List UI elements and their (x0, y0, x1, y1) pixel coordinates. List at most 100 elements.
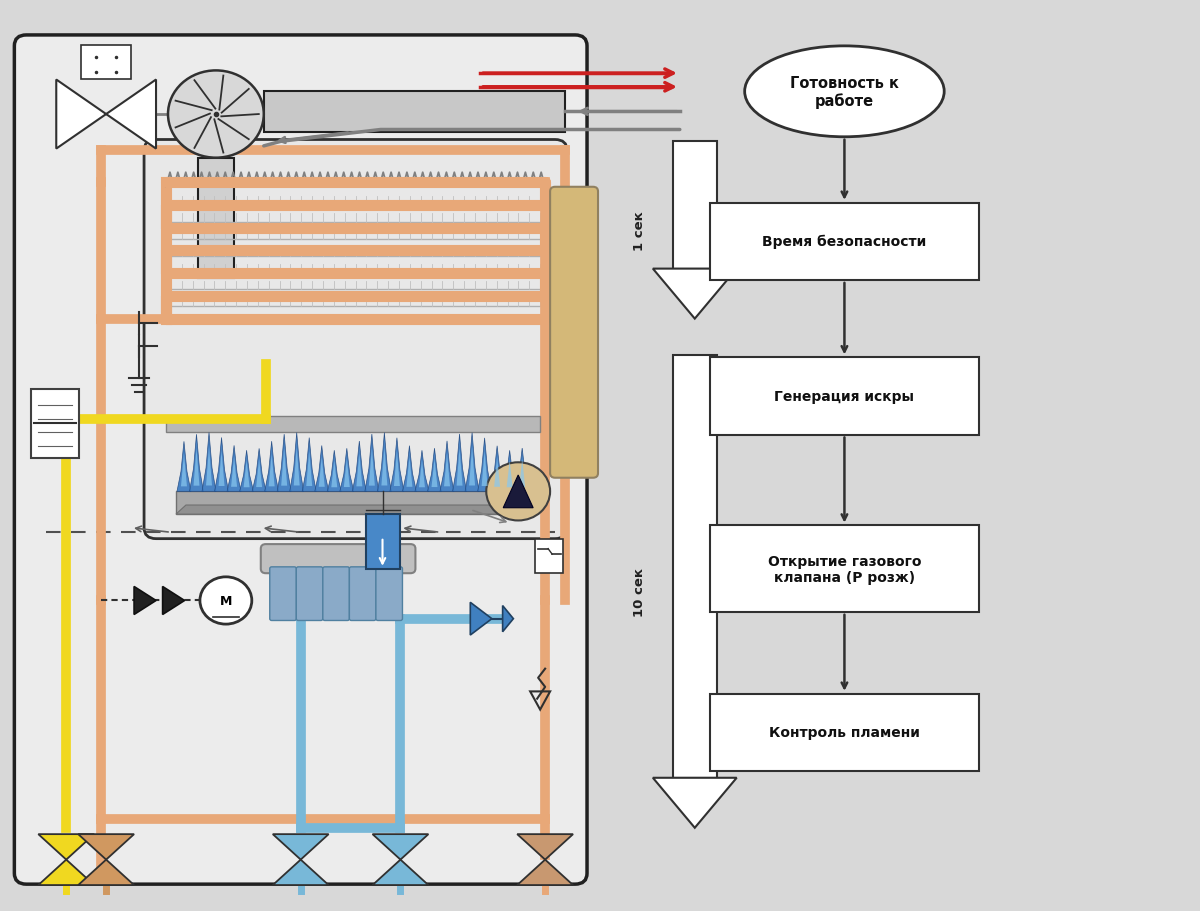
Polygon shape (206, 447, 212, 486)
Ellipse shape (745, 46, 944, 138)
Polygon shape (331, 461, 337, 487)
Polygon shape (181, 455, 187, 486)
Bar (673, 355, 716, 778)
Polygon shape (198, 159, 234, 279)
Bar (176, 492, 530, 515)
Text: 10 сек: 10 сек (634, 568, 647, 616)
Polygon shape (256, 460, 262, 487)
Polygon shape (490, 446, 504, 492)
Polygon shape (340, 449, 354, 492)
FancyBboxPatch shape (709, 203, 979, 281)
Polygon shape (503, 451, 517, 492)
Polygon shape (232, 457, 238, 487)
Polygon shape (494, 457, 500, 487)
Polygon shape (427, 449, 442, 492)
Polygon shape (353, 442, 366, 492)
Polygon shape (193, 449, 199, 486)
Polygon shape (294, 448, 300, 486)
Polygon shape (202, 433, 216, 492)
Polygon shape (78, 834, 134, 860)
Text: M: M (220, 594, 232, 608)
Polygon shape (466, 433, 479, 492)
Polygon shape (517, 834, 574, 860)
Polygon shape (407, 457, 413, 487)
Text: Контроль пламени: Контроль пламени (769, 725, 920, 740)
Polygon shape (520, 459, 526, 487)
Polygon shape (78, 860, 134, 885)
Polygon shape (176, 442, 191, 492)
Polygon shape (272, 860, 329, 885)
FancyBboxPatch shape (535, 539, 563, 574)
Polygon shape (227, 445, 241, 492)
Polygon shape (653, 270, 737, 319)
Polygon shape (38, 860, 94, 885)
Circle shape (200, 578, 252, 624)
Polygon shape (394, 452, 400, 486)
Polygon shape (469, 448, 475, 486)
Polygon shape (56, 80, 156, 149)
Text: Открытие газового
клапана (Р розж): Открытие газового клапана (Р розж) (768, 554, 922, 584)
FancyBboxPatch shape (14, 36, 587, 885)
Polygon shape (134, 587, 156, 615)
Polygon shape (506, 461, 512, 487)
Circle shape (486, 463, 550, 521)
Polygon shape (382, 448, 388, 486)
Polygon shape (365, 435, 379, 492)
FancyBboxPatch shape (31, 389, 79, 458)
Text: Время безопасности: Время безопасности (762, 235, 926, 250)
Circle shape (168, 71, 264, 159)
FancyBboxPatch shape (323, 568, 349, 620)
Polygon shape (265, 442, 278, 492)
Polygon shape (244, 461, 250, 487)
FancyBboxPatch shape (349, 568, 376, 620)
Polygon shape (252, 449, 266, 492)
FancyBboxPatch shape (709, 526, 979, 612)
Text: Генерация искры: Генерация искры (774, 390, 914, 404)
Polygon shape (478, 438, 492, 492)
Polygon shape (272, 834, 329, 860)
Polygon shape (218, 452, 224, 486)
Polygon shape (372, 860, 428, 885)
FancyBboxPatch shape (166, 416, 540, 433)
Polygon shape (456, 449, 462, 486)
Polygon shape (440, 442, 454, 492)
Polygon shape (302, 438, 317, 492)
Polygon shape (269, 455, 275, 486)
Polygon shape (314, 446, 329, 492)
Polygon shape (344, 459, 350, 487)
Polygon shape (432, 459, 438, 487)
FancyBboxPatch shape (709, 358, 979, 435)
Polygon shape (481, 452, 487, 486)
Polygon shape (452, 435, 467, 492)
FancyBboxPatch shape (709, 694, 979, 771)
Polygon shape (38, 834, 94, 860)
Polygon shape (306, 452, 312, 486)
FancyBboxPatch shape (270, 568, 296, 620)
Polygon shape (503, 476, 533, 508)
FancyBboxPatch shape (376, 568, 402, 620)
Polygon shape (176, 506, 540, 515)
Polygon shape (378, 433, 391, 492)
Polygon shape (503, 606, 514, 632)
Polygon shape (215, 438, 228, 492)
FancyBboxPatch shape (550, 188, 598, 478)
Polygon shape (402, 446, 416, 492)
Polygon shape (190, 435, 204, 492)
Polygon shape (653, 778, 737, 828)
Polygon shape (444, 454, 450, 486)
FancyBboxPatch shape (296, 568, 323, 620)
Text: 1 сек: 1 сек (634, 210, 647, 251)
Bar (673, 142, 716, 270)
Polygon shape (264, 92, 565, 133)
Polygon shape (372, 834, 428, 860)
Polygon shape (281, 449, 287, 486)
Polygon shape (277, 435, 292, 492)
Polygon shape (517, 860, 574, 885)
Polygon shape (356, 455, 362, 486)
Polygon shape (419, 461, 425, 487)
Polygon shape (470, 603, 492, 635)
Polygon shape (368, 449, 374, 486)
Polygon shape (390, 438, 404, 492)
FancyBboxPatch shape (366, 515, 401, 569)
FancyBboxPatch shape (260, 545, 415, 574)
